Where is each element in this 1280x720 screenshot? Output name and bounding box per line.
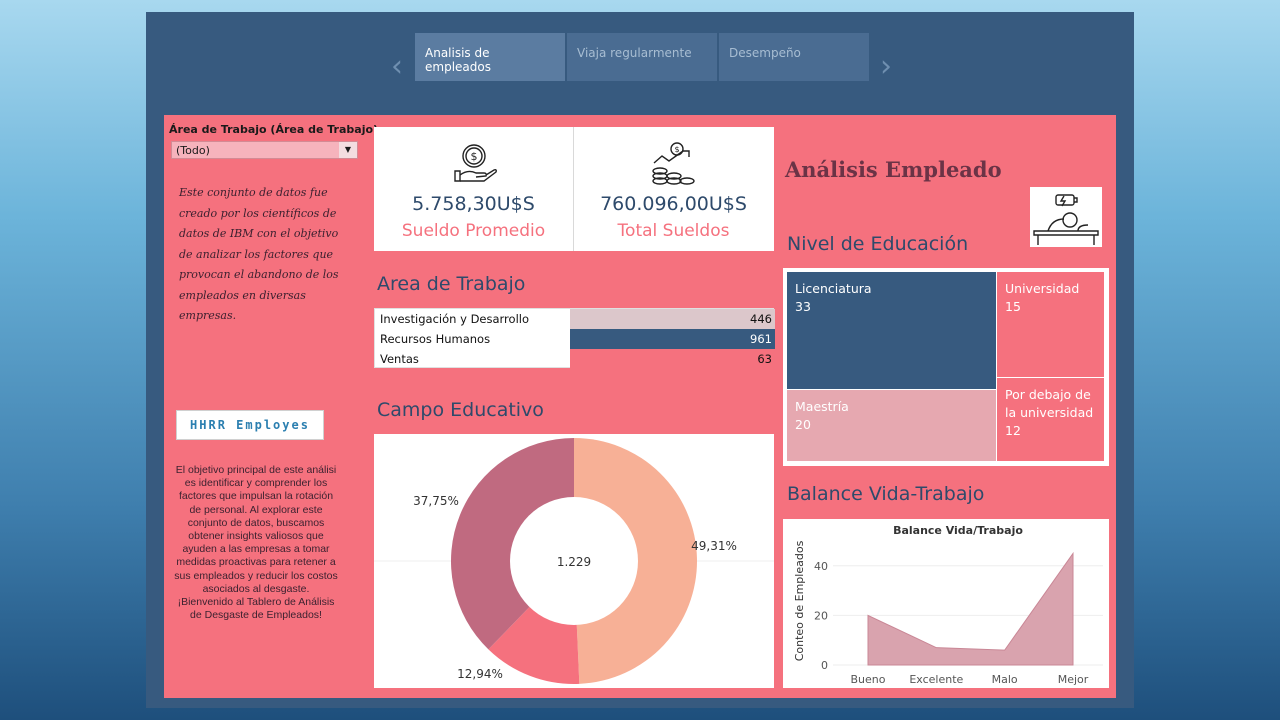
kpi-divider [573, 127, 574, 251]
area-row-value: 961 [750, 332, 772, 346]
donut-center-label: 1.229 [557, 555, 591, 569]
area-row-label: Ventas [380, 352, 419, 366]
chevron-left-icon[interactable]: ‹ [391, 49, 403, 84]
balance-ylabel: Conteo de Empleados [793, 540, 806, 661]
tired-worker-icon [1030, 187, 1102, 247]
area-filter-select[interactable]: (Todo) ▼ [171, 141, 358, 159]
area-row-value: 63 [757, 352, 772, 366]
donut-hole [510, 497, 638, 625]
balance-ytick-label: 40 [814, 560, 828, 573]
kpi-sueldo-promedio-label: Sueldo Promedio [401, 221, 546, 241]
balance-area-chart: Balance Vida/Trabajo Conteo de Empleados… [783, 519, 1109, 688]
coins-growth-icon: $ [652, 142, 695, 185]
welcome-text: ¡Bienvenido al Tablero de Análisis de De… [177, 596, 335, 622]
treemap-value: 33 [795, 299, 811, 314]
kpi-sueldo-promedio: $ 5.758,30U$S Sueldo Promedio [374, 127, 573, 251]
tab-analisis-empleados[interactable]: Analisis de empleados [415, 33, 565, 81]
kpi-total-sueldos-value: 760.096,00U$S [600, 193, 747, 215]
area-row-label: Investigación y Desarrollo [380, 312, 529, 326]
money-hand-icon: $ [454, 144, 497, 182]
donut-slice-label: 37,75% [413, 494, 459, 508]
treemap-label: Licenciatura [795, 281, 872, 296]
svg-text:$: $ [674, 145, 679, 154]
treemap-cell-maestria[interactable]: Maestría 20 [787, 390, 996, 461]
area-trabajo-table: Investigación y Desarrollo 446 Recursos … [374, 308, 775, 369]
dashboard-body: Área de Trabajo (Área de Trabajo) (Todo)… [164, 115, 1116, 698]
area-row-investigacion[interactable]: Investigación y Desarrollo 446 [375, 309, 775, 329]
kpi-cards: $ 5.758,30U$S Sueldo Promedio [374, 127, 774, 251]
area-bar-rrhh [570, 329, 775, 349]
treemap-value: 12 [1005, 423, 1021, 438]
balance-section-title: Balance Vida-Trabajo [787, 483, 985, 505]
area-row-value: 446 [750, 312, 772, 326]
objective-text: El objetivo principal de este análisi es… [172, 464, 340, 622]
dashboard-frame: ‹ Analisis de empleados Viaja regularmen… [146, 12, 1134, 708]
area-bar-investigacion [570, 309, 775, 329]
balance-chart-title: Balance Vida/Trabajo [893, 524, 1023, 537]
area-trabajo-title: Area de Trabajo [377, 273, 526, 295]
nivel-educacion-treemap: Licenciatura 33 Universidad 15 Maestría … [783, 268, 1109, 466]
treemap-cell-por-debajo[interactable]: Por debajo de la universidad 12 [997, 378, 1104, 461]
balance-ytick-label: 0 [821, 659, 828, 672]
tab-viaja-regularmente[interactable]: Viaja regularmente [567, 33, 717, 81]
treemap-label: Maestría [795, 399, 849, 414]
kpi-sueldo-promedio-value: 5.758,30U$S [412, 193, 535, 215]
tab-desempeno[interactable]: Desempeño [719, 33, 869, 81]
area-row-rrhh[interactable]: Recursos Humanos 961 [375, 329, 775, 349]
kpi-total-sueldos-label: Total Sueldos [617, 221, 730, 241]
svg-text:$: $ [471, 150, 478, 163]
dataset-description: Este conjunto de datos fue creado por lo… [179, 186, 339, 322]
balance-area-fill [867, 551, 1074, 666]
balance-svg: Balance Vida/Trabajo Conteo de Empleados… [793, 524, 1103, 686]
hhrr-logo: HHRR Employes [176, 410, 324, 440]
area-row-label: Recursos Humanos [380, 332, 491, 346]
balance-xtick-label: Mejor [1058, 673, 1089, 686]
donut-svg: 1.229 49,31% 12,94% 37,75% [374, 438, 774, 684]
treemap-cell-licenciatura[interactable]: Licenciatura 33 [787, 272, 996, 389]
area-bar-ventas [570, 349, 775, 369]
balance-ytick-label: 20 [814, 609, 828, 622]
treemap-label: Universidad [1005, 281, 1080, 296]
chevron-down-icon[interactable]: ▼ [339, 142, 357, 158]
balance-xtick-label: Malo [992, 673, 1018, 686]
campo-educativo-chart: 1.229 49,31% 12,94% 37,75% [374, 434, 774, 688]
treemap-value: 15 [1005, 299, 1021, 314]
donut-slice-label: 49,31% [691, 539, 737, 553]
balance-xtick-label: Bueno [851, 673, 886, 686]
campo-educativo-title: Campo Educativo [377, 399, 544, 421]
filter-label: Área de Trabajo (Área de Trabajo) [169, 123, 379, 136]
donut-slice-label: 12,94% [457, 667, 503, 681]
filter-value: (Todo) [176, 144, 210, 157]
treemap-cell-universidad[interactable]: Universidad 15 [997, 272, 1104, 377]
nivel-educacion-title: Nivel de Educación [787, 233, 969, 255]
kpi-total-sueldos: $ 760.096,00U$S Total Sueldos [574, 127, 773, 251]
page-title: Análisis Empleado [785, 157, 1002, 182]
treemap-label: Por debajo de la universidad [1005, 387, 1094, 420]
balance-xtick-label: Excelente [909, 673, 963, 686]
area-row-ventas[interactable]: Ventas 63 [375, 349, 775, 369]
treemap-value: 20 [795, 417, 811, 432]
objective-paragraph: El objetivo principal de este análisi es… [174, 464, 338, 595]
chevron-right-icon[interactable]: › [880, 49, 892, 84]
